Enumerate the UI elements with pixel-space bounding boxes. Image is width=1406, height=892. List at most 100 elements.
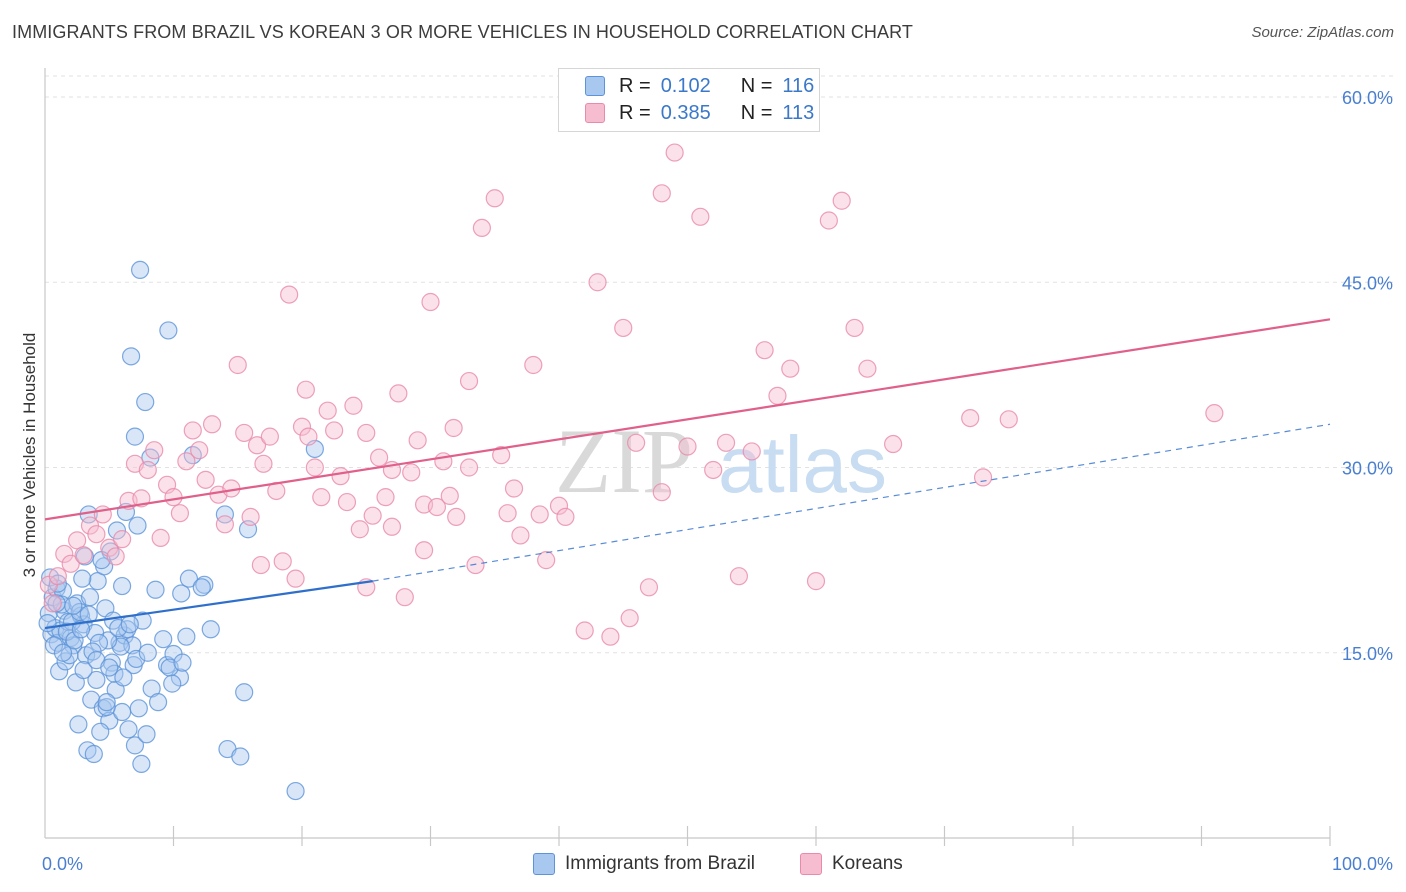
korean-point <box>228 355 247 375</box>
korean-point <box>427 497 447 517</box>
korean-point <box>202 415 222 434</box>
legend-item-brazil[interactable]: Immigrants from Brazil <box>533 851 755 877</box>
korean-point <box>665 143 684 162</box>
brazil-point <box>38 614 57 633</box>
korean-point <box>305 458 324 477</box>
tick-labels: 15.0% 30.0% 45.0% 60.0% 0.0% 100.0% <box>42 88 1393 874</box>
brazil-point <box>132 754 151 774</box>
brazil-point <box>80 588 100 607</box>
brazil-point <box>120 615 139 634</box>
brazil-point <box>137 725 156 744</box>
korean-point <box>742 442 761 461</box>
korean-point <box>511 526 530 545</box>
korean-point <box>196 470 215 489</box>
brazil-point <box>125 427 145 446</box>
korean-point <box>145 441 164 460</box>
korean-point <box>370 448 389 467</box>
korean-point <box>620 609 639 628</box>
korean-point <box>408 431 427 450</box>
brazil-point <box>128 516 147 535</box>
legend-item-korean[interactable]: Koreans <box>800 851 903 877</box>
korean-point <box>48 567 67 586</box>
brazil-point <box>130 260 150 279</box>
korean-point <box>414 541 434 560</box>
korean-point <box>537 551 556 570</box>
korean-point <box>325 421 344 440</box>
korean-point <box>273 552 292 571</box>
korean-point <box>492 446 511 465</box>
brazil-point <box>157 655 177 675</box>
korean-point <box>112 530 132 549</box>
korean-point <box>858 359 877 378</box>
korean-point <box>235 423 254 443</box>
korean-point <box>961 409 980 428</box>
brazil-point <box>215 505 234 524</box>
brazil-point <box>114 668 133 687</box>
korean-point <box>691 207 710 226</box>
korean-point <box>344 396 363 415</box>
korean-n-label: N = <box>740 101 773 124</box>
brazil-point <box>102 653 121 672</box>
korean-point <box>170 504 190 523</box>
korean-point <box>845 318 864 338</box>
brazil-point <box>179 569 199 588</box>
korean-point <box>652 184 671 203</box>
korean-point <box>55 544 74 564</box>
brazil-point <box>74 660 93 680</box>
axes <box>44 68 1331 846</box>
brazil-point <box>84 744 103 764</box>
grid-lines <box>45 75 1393 654</box>
brazil-point <box>65 631 84 650</box>
korean-point <box>755 341 774 360</box>
brazil-point <box>148 693 168 712</box>
brazil-n-value: 116 <box>782 74 815 97</box>
korean-point <box>74 546 93 565</box>
brazil-point <box>53 643 73 662</box>
brazil-n-label: N = <box>740 74 773 97</box>
korean-point <box>296 380 315 399</box>
korean-point <box>421 292 440 312</box>
watermark-atlas: atlas <box>718 420 887 509</box>
korean-point <box>716 433 736 452</box>
korean-r-value: 0.385 <box>660 101 711 124</box>
brazil-point <box>69 715 88 734</box>
y-tick-label: 15.0% <box>1342 644 1393 664</box>
korean-swatch <box>585 103 605 123</box>
brazil-point <box>47 594 66 613</box>
brazil-point <box>231 747 250 766</box>
korean-point <box>575 621 594 640</box>
korean-point <box>151 528 170 547</box>
korean-point <box>806 572 826 591</box>
brazil-point <box>172 584 191 603</box>
korean-point <box>183 421 202 440</box>
korean-point <box>639 578 659 597</box>
legend-stats: R = 0.102 N = 116 R = 0.385 N = 113 <box>558 68 820 132</box>
korean-point <box>251 555 270 575</box>
brazil-point <box>195 575 214 594</box>
brazil-point <box>83 642 102 661</box>
brazil-point <box>97 697 116 717</box>
brazil-point <box>73 569 92 588</box>
brazil-point <box>64 596 83 615</box>
korean-point <box>286 569 305 588</box>
brazil-point <box>286 781 305 801</box>
brazil-point <box>109 618 128 638</box>
korean-point <box>357 423 376 443</box>
brazil-point <box>173 653 192 672</box>
korean-point <box>395 588 414 607</box>
brazil-swatch <box>585 76 605 96</box>
korean-point <box>652 483 671 502</box>
korean-point <box>466 555 485 575</box>
brazil-point <box>146 580 165 599</box>
korean-point <box>292 417 312 436</box>
brazil-point <box>127 649 146 669</box>
brazil-point <box>154 630 173 649</box>
brazil-point <box>100 658 119 677</box>
korean-point <box>215 515 234 534</box>
korean-point <box>260 427 279 446</box>
korean-point <box>138 460 157 480</box>
korean-point <box>106 547 125 566</box>
chart-title: IMMIGRANTS FROM BRAZIL VS KOREAN 3 OR MO… <box>12 22 913 42</box>
brazil-r-value: 0.102 <box>660 74 711 97</box>
korean-point <box>678 437 697 456</box>
